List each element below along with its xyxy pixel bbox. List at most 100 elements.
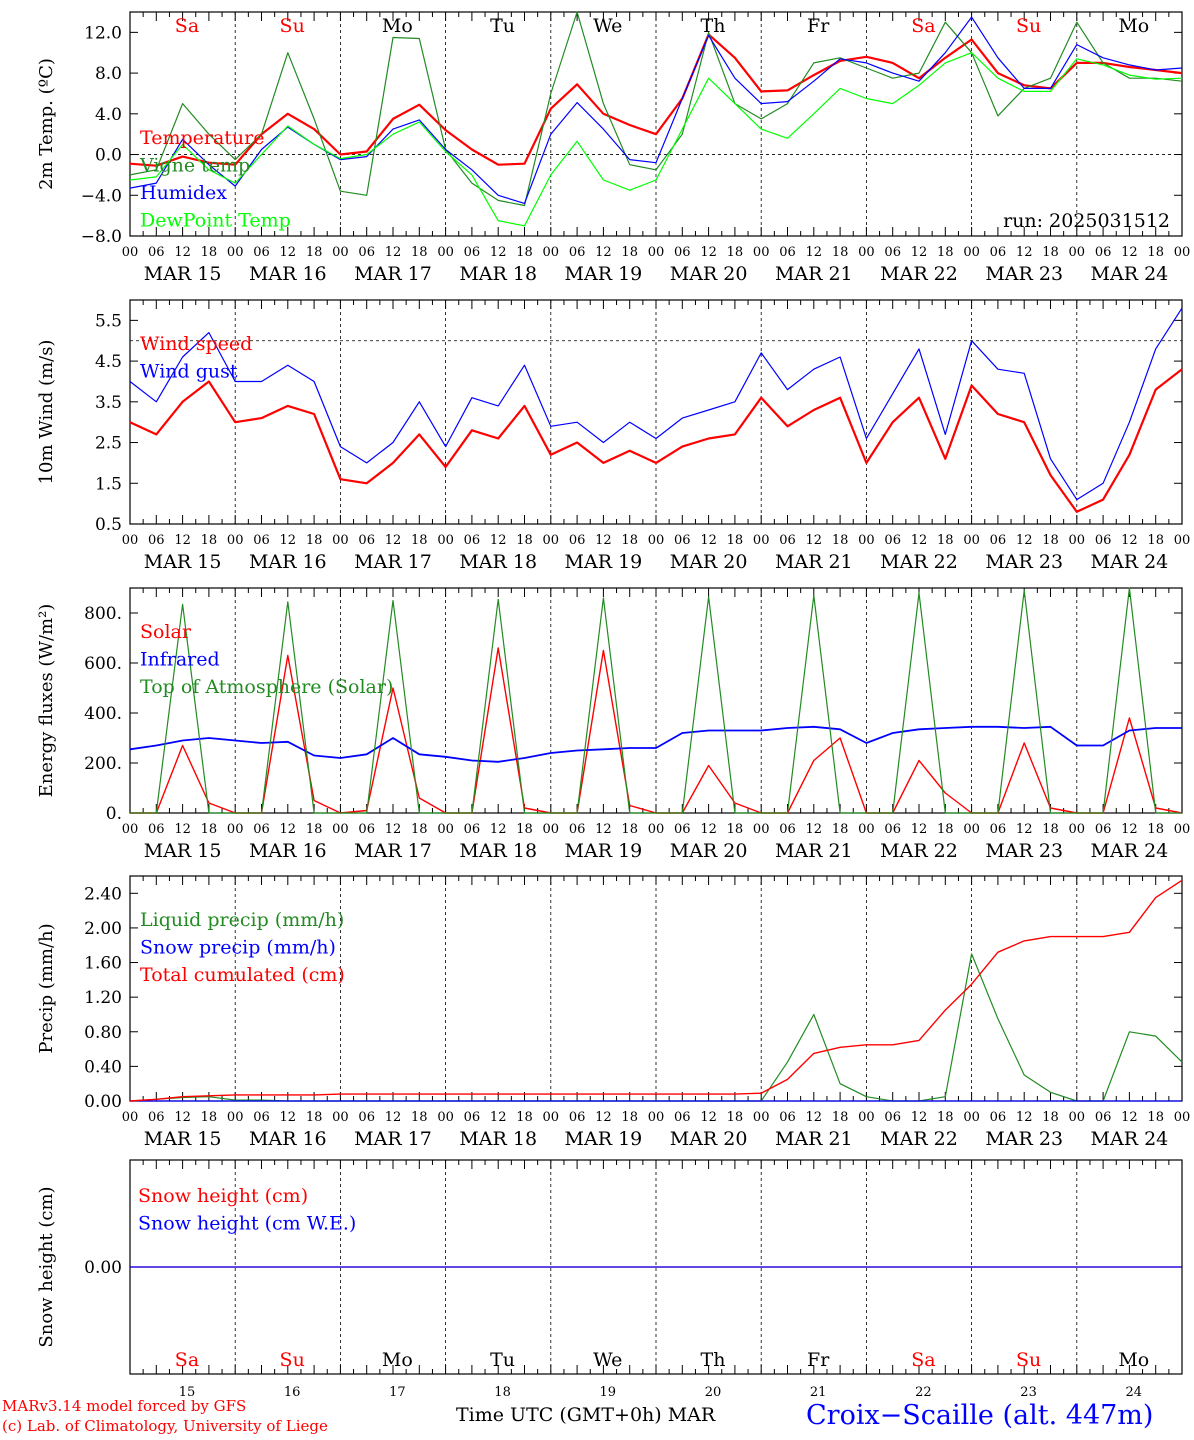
- hour-tick-label: 18: [516, 1110, 533, 1125]
- hour-tick-label: 06: [569, 822, 586, 837]
- hour-tick-label: 18: [727, 822, 744, 837]
- hour-tick-label: 12: [280, 822, 297, 837]
- hour-tick-label: 06: [779, 822, 796, 837]
- hour-tick-label: 06: [464, 245, 481, 260]
- run-label: run: 2025031512: [1003, 210, 1170, 232]
- series-line-temperature: [129, 33, 1183, 167]
- date-label: MAR 16: [249, 1128, 327, 1150]
- date-label: MAR 20: [670, 840, 748, 862]
- series-line-infrared: [129, 725, 1182, 763]
- y-tick-label: 2.00: [84, 919, 122, 939]
- date-label: MAR 17: [354, 263, 432, 285]
- y-tick-label: 2.5: [95, 434, 122, 454]
- hour-tick-label: 00: [227, 822, 244, 837]
- hour-tick-label: 12: [700, 245, 717, 260]
- hour-tick-label: 12: [595, 822, 612, 837]
- hour-tick-label: 06: [569, 533, 586, 548]
- day-number-label: 20: [705, 1385, 722, 1400]
- hour-tick-label: 00: [122, 822, 139, 837]
- day-name-label: Tu: [490, 15, 515, 37]
- hour-tick-label: 12: [595, 1110, 612, 1125]
- day-number-label: 22: [915, 1385, 932, 1400]
- hour-tick-label: 12: [385, 822, 402, 837]
- legend-entry: Total cumulated (cm): [140, 964, 345, 986]
- hour-tick-label: 12: [490, 1110, 507, 1125]
- y-tick-label: 1.20: [84, 988, 122, 1008]
- date-label: MAR 17: [354, 551, 432, 573]
- hour-tick-label: 06: [569, 1110, 586, 1125]
- panel-3: 800. 600. 400. 200. 0. Energy fluxes (W/m²) 00…: [36, 587, 1190, 862]
- hour-tick-label: 00: [963, 533, 980, 548]
- hour-tick-label: 00: [858, 533, 875, 548]
- hour-tick-label: 00: [858, 245, 875, 260]
- y-tick-label: 3.5: [95, 393, 122, 413]
- y-tick-label: 0.0: [95, 146, 122, 166]
- hour-tick-label: 06: [569, 245, 586, 260]
- hour-tick-label: 18: [832, 245, 849, 260]
- hour-tick-label: 00: [332, 245, 349, 260]
- hour-tick-label: 00: [1069, 1110, 1086, 1125]
- legend-entry: Snow height (cm): [138, 1185, 308, 1207]
- y-tick-label: 600.: [84, 654, 122, 674]
- hour-tick-label: 00: [1069, 822, 1086, 837]
- hour-tick-label: 06: [1095, 533, 1112, 548]
- hour-tick-label: 06: [358, 245, 375, 260]
- hour-tick-label: 00: [753, 822, 770, 837]
- date-label: MAR 21: [775, 840, 853, 862]
- legend-entry: Wind speed: [140, 333, 252, 355]
- y-axis-label: Precip (mm/h): [36, 923, 57, 1053]
- hour-tick-label: 00: [963, 822, 980, 837]
- hour-tick-label: 18: [306, 822, 323, 837]
- hour-tick-label: 00: [648, 822, 665, 837]
- hour-tick-label: 18: [1147, 533, 1164, 548]
- date-label: MAR 21: [775, 263, 853, 285]
- legend-entry: Solar: [140, 621, 192, 643]
- hour-tick-label: 18: [832, 1110, 849, 1125]
- hour-tick-label: 06: [779, 1110, 796, 1125]
- y-tick-label: 0.40: [84, 1057, 122, 1077]
- hour-tick-label: 00: [1174, 245, 1191, 260]
- series-line-wind-speed: [129, 368, 1183, 513]
- hour-tick-label: 12: [595, 245, 612, 260]
- day-name-label: We: [593, 15, 622, 37]
- hour-tick-label: 06: [779, 245, 796, 260]
- hour-tick-label: 18: [516, 245, 533, 260]
- date-label: MAR 21: [775, 551, 853, 573]
- date-label: MAR 15: [144, 1128, 222, 1150]
- date-label: MAR 24: [1091, 551, 1169, 573]
- hour-tick-label: 18: [727, 245, 744, 260]
- date-label: MAR 18: [459, 840, 537, 862]
- hour-tick-label: 18: [621, 533, 638, 548]
- hour-tick-label: 12: [806, 533, 823, 548]
- day-name-label: Su: [280, 15, 305, 37]
- hour-tick-label: 06: [884, 1110, 901, 1125]
- date-label: MAR 17: [354, 1128, 432, 1150]
- hour-tick-label: 12: [700, 1110, 717, 1125]
- hour-tick-label: 12: [490, 822, 507, 837]
- y-tick-label: −4.0: [81, 186, 122, 206]
- hour-tick-label: 06: [779, 533, 796, 548]
- hour-tick-label: 18: [832, 822, 849, 837]
- hour-tick-label: 06: [358, 533, 375, 548]
- y-tick-label: 0.: [106, 804, 122, 824]
- legend-entry: Liquid precip (mm/h): [140, 909, 344, 931]
- panel-2: 5.5 4.5 3.5 2.5 1.5 0.5 10m Wind (m/s) 00 06 12 18…: [36, 299, 1190, 573]
- legend-entry: Infrared: [140, 649, 220, 671]
- day-number-label: 19: [600, 1385, 617, 1400]
- hour-tick-label: 00: [332, 533, 349, 548]
- day-number-label: 24: [1126, 1385, 1143, 1400]
- hour-tick-label: 18: [516, 822, 533, 837]
- hour-tick-label: 12: [490, 533, 507, 548]
- panel-frame: [129, 299, 1183, 525]
- hour-tick-label: 06: [253, 533, 270, 548]
- hour-tick-label: 00: [1174, 1110, 1191, 1125]
- hour-tick-label: 06: [358, 822, 375, 837]
- hour-tick-label: 12: [174, 1110, 191, 1125]
- legend-entry: DewPoint Temp: [140, 210, 291, 232]
- hour-tick-label: 06: [674, 533, 691, 548]
- hour-tick-label: 18: [832, 533, 849, 548]
- day-number-label: 21: [810, 1385, 827, 1400]
- hour-tick-label: 12: [806, 822, 823, 837]
- hour-tick-label: 06: [358, 1110, 375, 1125]
- y-tick-label: 400.: [84, 704, 122, 724]
